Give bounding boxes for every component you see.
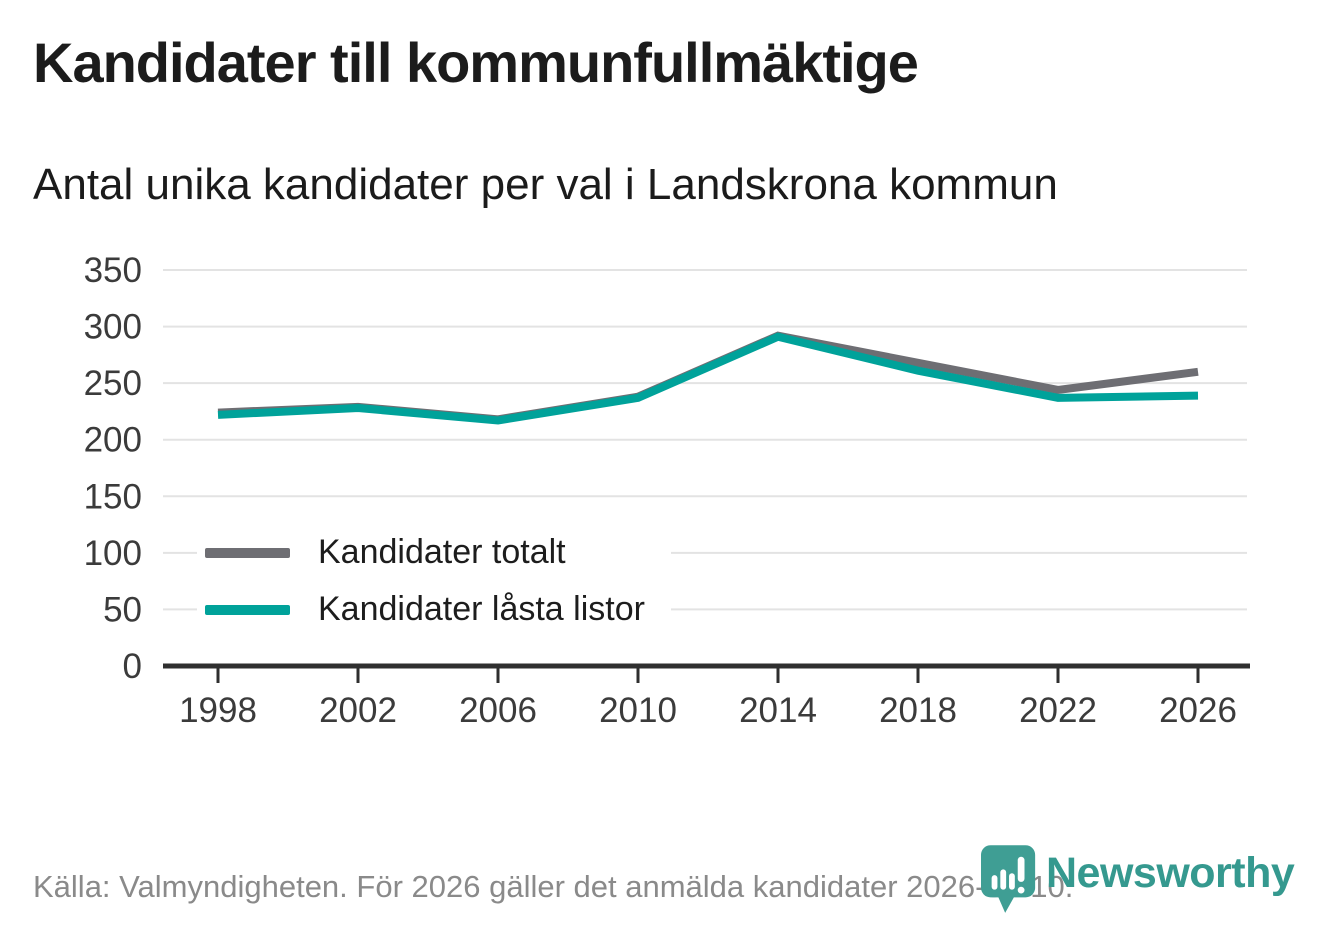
y-tick-label-150: 150 <box>84 477 142 516</box>
x-tick-label-2018: 2018 <box>879 691 957 730</box>
x-tick-label-1998: 1998 <box>179 691 257 730</box>
y-tick-label-50: 50 <box>103 590 142 629</box>
x-tick-label-2026: 2026 <box>1159 691 1237 730</box>
y-tick-label-350: 350 <box>84 251 142 290</box>
x-tick-label-2002: 2002 <box>319 691 397 730</box>
y-tick-label-200: 200 <box>84 421 142 460</box>
newsworthy-logo: Newsworthy <box>981 845 1311 925</box>
y-tick-label-300: 300 <box>84 308 142 347</box>
newsworthy-wordmark: Newsworthy <box>1046 849 1295 897</box>
newsworthy-pin-icon <box>981 845 1036 913</box>
legend-item-lasta-listor: Kandidater låsta listor <box>205 581 645 638</box>
legend-label-totalt: Kandidater totalt <box>318 533 566 571</box>
x-tick-label-2010: 2010 <box>599 691 677 730</box>
x-tick-label-2022: 2022 <box>1019 691 1097 730</box>
x-tick-label-2014: 2014 <box>739 691 817 730</box>
chart-subtitle: Antal unika kandidater per val i Landskr… <box>33 160 1058 209</box>
y-tick-label-100: 100 <box>84 534 142 573</box>
chart-title: Kandidater till kommunfullmäktige <box>33 31 919 94</box>
legend-label-lasta-listor: Kandidater låsta listor <box>318 590 645 628</box>
series-line-1 <box>217 332 1199 425</box>
source-note: Källa: Valmyndigheten. För 2026 gäller d… <box>33 869 1074 904</box>
x-tick-label-2006: 2006 <box>459 691 537 730</box>
legend-swatch-totalt <box>205 547 290 558</box>
y-tick-label-0: 0 <box>123 647 142 686</box>
legend-item-totalt: Kandidater totalt <box>205 524 645 581</box>
legend-swatch-lasta-listor <box>205 604 290 615</box>
chart-legend: Kandidater totalt Kandidater låsta listo… <box>197 520 671 644</box>
y-tick-label-250: 250 <box>84 364 142 403</box>
